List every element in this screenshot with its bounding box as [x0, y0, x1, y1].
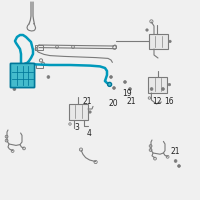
Text: 12: 12 — [152, 97, 162, 106]
Text: 20: 20 — [108, 98, 118, 108]
Text: 21: 21 — [126, 97, 136, 106]
Circle shape — [108, 82, 112, 86]
Circle shape — [89, 111, 91, 113]
Circle shape — [150, 88, 153, 90]
Circle shape — [110, 76, 112, 78]
Bar — [36, 64, 43, 68]
Bar — [69, 104, 88, 120]
Text: 19: 19 — [122, 88, 132, 98]
Circle shape — [162, 88, 164, 90]
Text: 3: 3 — [75, 122, 79, 132]
Bar — [35, 45, 43, 50]
Circle shape — [13, 88, 16, 90]
Text: 4: 4 — [87, 130, 91, 138]
Circle shape — [169, 40, 171, 43]
Text: 21: 21 — [170, 146, 180, 156]
Circle shape — [146, 29, 148, 31]
Circle shape — [124, 81, 126, 83]
Circle shape — [178, 165, 180, 167]
Circle shape — [47, 76, 50, 78]
Circle shape — [129, 88, 131, 90]
Text: 21: 21 — [82, 97, 92, 106]
Bar — [148, 77, 167, 93]
Circle shape — [168, 83, 171, 86]
Bar — [149, 34, 168, 49]
Circle shape — [174, 160, 177, 162]
FancyBboxPatch shape — [10, 63, 35, 88]
Text: 16: 16 — [164, 97, 174, 106]
Circle shape — [113, 87, 115, 89]
